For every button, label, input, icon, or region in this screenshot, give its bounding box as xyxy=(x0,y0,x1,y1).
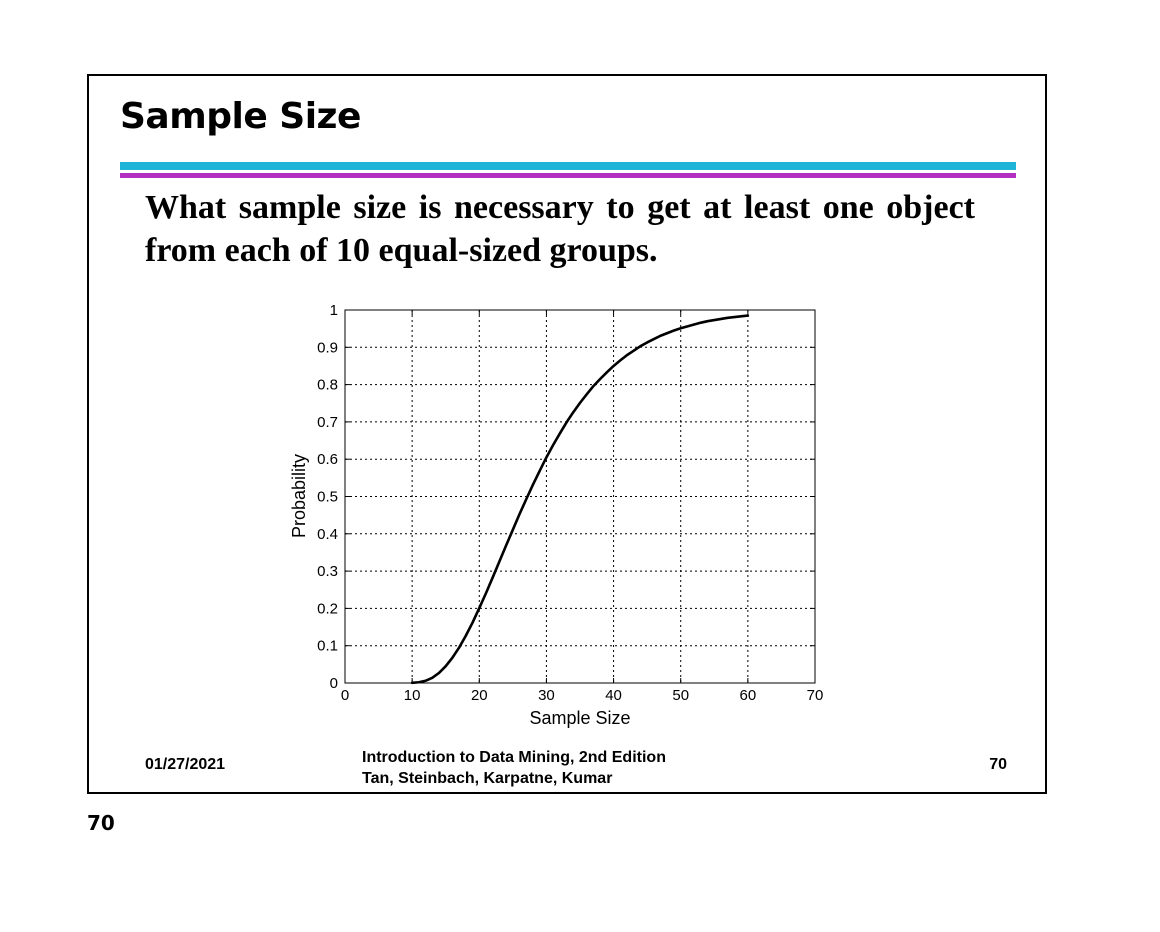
x-tick-label: 0 xyxy=(341,687,349,704)
title-divider-magenta xyxy=(120,173,1016,178)
y-tick-label: 1 xyxy=(330,302,338,319)
x-tick-label: 30 xyxy=(538,687,555,704)
y-tick-label: 0.2 xyxy=(317,600,338,617)
slide-title: Sample Size xyxy=(120,96,361,137)
x-tick-label: 50 xyxy=(672,687,689,704)
page-number: 70 xyxy=(87,811,115,835)
question-text: What sample size is necessary to get at … xyxy=(145,189,975,269)
y-axis-label: Probability xyxy=(289,454,309,538)
x-tick-label: 70 xyxy=(807,687,824,704)
x-axis-label: Sample Size xyxy=(529,708,630,728)
title-divider-cyan xyxy=(120,162,1016,170)
grid-layer xyxy=(345,310,815,683)
tick-label-layer: 0 10 20 30 40 50 60 70 0 0.1 0.2 0.3 0.4 0.5 0.6 0.7 0.8… xyxy=(317,302,823,704)
footer-book-info: Introduction to Data Mining, 2nd Edition… xyxy=(362,747,666,789)
x-tick-label: 10 xyxy=(404,687,421,704)
y-tick-label: 0 xyxy=(330,675,338,692)
y-tick-label: 0.4 xyxy=(317,526,338,543)
x-tick-label: 20 xyxy=(471,687,488,704)
y-tick-label: 0.6 xyxy=(317,451,338,468)
series-line xyxy=(410,314,750,685)
x-tick-label: 40 xyxy=(605,687,622,704)
footer-authors: Tan, Steinbach, Karpatne, Kumar xyxy=(362,770,613,787)
footer-date: 01/27/2021 xyxy=(145,756,226,773)
probability-chart: 0 10 20 30 40 50 60 70 0 0.1 0.2 0.3 0.4 0.5 0.6 0.7 0.8… xyxy=(289,302,823,728)
y-tick-label: 0.8 xyxy=(317,377,338,394)
y-tick-label: 0.1 xyxy=(317,638,338,655)
y-tick-label: 0.9 xyxy=(317,339,338,356)
footer-slide-number: 70 xyxy=(989,756,1007,773)
slide: Sample Size What sample size is necessar… xyxy=(87,74,1047,794)
y-tick-label: 0.3 xyxy=(317,563,338,580)
y-tick-label: 0.7 xyxy=(317,414,338,431)
x-tick-label: 60 xyxy=(740,687,757,704)
footer-book-title: Introduction to Data Mining, 2nd Edition xyxy=(362,749,666,766)
y-tick-label: 0.5 xyxy=(317,489,338,506)
